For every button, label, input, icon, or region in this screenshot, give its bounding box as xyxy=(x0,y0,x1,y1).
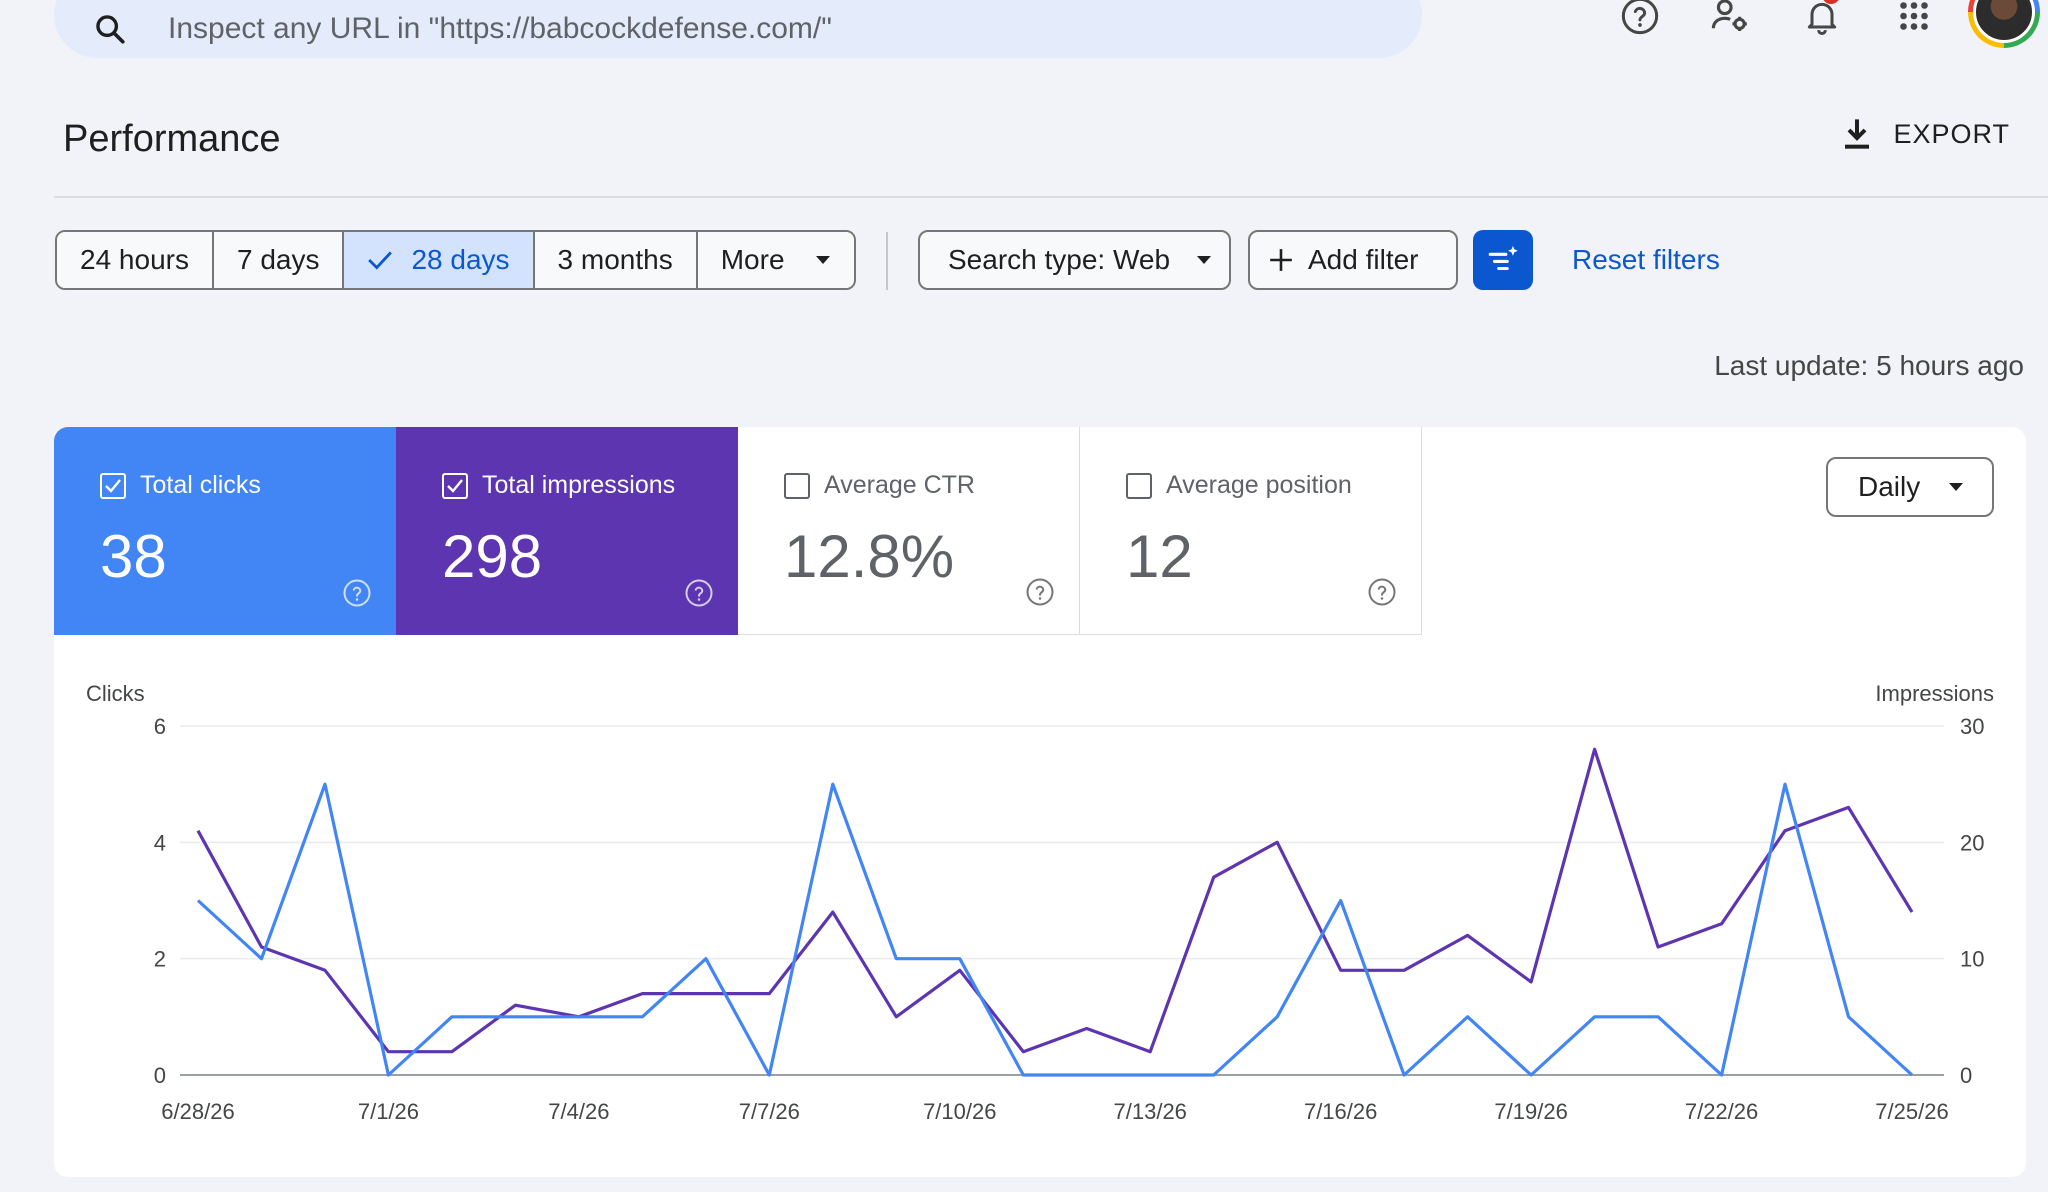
page-title: Performance xyxy=(63,118,281,160)
y-tick-label-left: 0 xyxy=(154,1063,166,1088)
metric-total-impressions[interactable]: Total impressions 298 xyxy=(396,427,738,635)
ai-filter-button[interactable] xyxy=(1473,230,1533,290)
x-tick-label: 7/4/26 xyxy=(548,1099,609,1124)
y-tick-label-left: 4 xyxy=(154,830,166,855)
caret-down-icon xyxy=(1949,483,1964,491)
metric-value: 12 xyxy=(1126,523,1193,590)
y-tick-label-right: 20 xyxy=(1960,830,1984,855)
x-tick-label: 7/10/26 xyxy=(923,1099,996,1124)
y-tick-label-left: 6 xyxy=(154,714,166,739)
search-icon[interactable] xyxy=(90,9,130,49)
check-icon xyxy=(368,251,393,270)
date-range-3-months[interactable]: 3 months xyxy=(534,232,698,288)
metric-total-clicks[interactable]: Total clicks 38 xyxy=(54,427,396,635)
header-divider xyxy=(54,196,2048,198)
series-line-clicks xyxy=(196,782,1914,1077)
download-icon xyxy=(1845,119,1870,149)
date-range-24-hours[interactable]: 24 hours xyxy=(57,232,214,288)
x-tick-label: 7/7/26 xyxy=(739,1099,800,1124)
y-tick-label-right: 10 xyxy=(1960,947,1984,972)
date-range-more[interactable]: More xyxy=(697,232,854,288)
date-range-selector: 24 hours 7 days 28 days 3 months More xyxy=(55,230,856,290)
metric-label: Average CTR xyxy=(824,471,975,499)
help-icon[interactable] xyxy=(342,578,372,613)
export-button[interactable]: EXPORT xyxy=(1841,116,2010,152)
help-icon[interactable] xyxy=(1616,0,1664,40)
metric-label: Total clicks xyxy=(140,471,261,499)
date-range-label: More xyxy=(720,244,785,275)
x-tick-label: 7/16/26 xyxy=(1304,1099,1377,1124)
date-range-label: 7 days xyxy=(236,244,320,275)
export-label: EXPORT xyxy=(1893,118,2010,149)
y-axis-left-label: Clicks xyxy=(86,681,145,706)
x-tick-label: 7/1/26 xyxy=(358,1099,419,1124)
checkbox-unchecked-icon[interactable] xyxy=(1126,472,1152,499)
performance-card: Total clicks 38 Total impressions 298 Av… xyxy=(54,427,2026,1177)
date-range-label: 24 hours xyxy=(80,244,189,275)
help-icon[interactable] xyxy=(1025,577,1055,612)
granularity-label: Daily xyxy=(1858,471,1921,502)
metric-value: 298 xyxy=(442,523,543,590)
y-axis-right-label: Impressions xyxy=(1875,681,1994,706)
account-avatar[interactable] xyxy=(1968,0,2040,48)
x-tick-label: 7/19/26 xyxy=(1494,1099,1567,1124)
url-inspection-bar[interactable] xyxy=(54,0,1422,58)
checkbox-unchecked-icon[interactable] xyxy=(784,472,810,499)
metric-label: Average position xyxy=(1166,471,1352,499)
x-tick-label: 7/22/26 xyxy=(1685,1099,1758,1124)
metric-label: Total impressions xyxy=(482,471,676,499)
x-tick-label: 6/28/26 xyxy=(161,1099,234,1124)
x-tick-label: 7/25/26 xyxy=(1875,1099,1948,1124)
metric-value: 38 xyxy=(100,523,167,590)
manage-users-icon[interactable] xyxy=(1706,0,1754,40)
series-line-impressions xyxy=(196,747,1914,1054)
y-tick-label-left: 2 xyxy=(154,947,166,972)
metric-average-position[interactable]: Average position 12 xyxy=(1080,427,1422,635)
notifications-icon[interactable] xyxy=(1798,0,1846,40)
checkbox-checked-icon[interactable] xyxy=(100,472,126,499)
sparkle-filter-icon xyxy=(1488,245,1518,271)
date-range-label: 28 days xyxy=(411,244,510,275)
add-filter-label: Add filter xyxy=(1308,244,1419,275)
caret-down-icon xyxy=(1197,256,1212,264)
date-range-7-days[interactable]: 7 days xyxy=(213,232,345,288)
last-update-text: Last update: 5 hours ago xyxy=(1714,350,2024,381)
performance-chart: Clicks Impressions 0 2 4 6 0 10 20 30 6/28/26 7/… xyxy=(86,681,1994,1124)
add-filter-button[interactable]: Add filter xyxy=(1248,230,1458,290)
caret-down-icon xyxy=(815,256,830,264)
search-type-dropdown[interactable]: Search type: Web xyxy=(918,230,1231,290)
y-tick-label-right: 30 xyxy=(1960,714,1984,739)
plus-icon xyxy=(1270,249,1292,271)
url-inspection-input[interactable] xyxy=(168,12,1268,46)
x-tick-label: 7/13/26 xyxy=(1114,1099,1187,1124)
date-range-28-days[interactable]: 28 days xyxy=(344,232,535,288)
metric-average-ctr[interactable]: Average CTR 12.8% xyxy=(738,427,1080,635)
checkbox-checked-icon[interactable] xyxy=(442,472,468,499)
filter-separator xyxy=(886,232,888,290)
help-icon[interactable] xyxy=(684,578,714,613)
date-range-label: 3 months xyxy=(557,244,673,275)
apps-icon[interactable] xyxy=(1890,0,1938,40)
y-tick-label-right: 0 xyxy=(1960,1063,1972,1088)
reset-filters-link[interactable]: Reset filters xyxy=(1572,244,1720,275)
metric-value: 12.8% xyxy=(784,523,955,590)
help-icon[interactable] xyxy=(1367,577,1397,612)
granularity-dropdown[interactable]: Daily xyxy=(1826,457,1994,517)
search-type-label: Search type: Web xyxy=(948,244,1171,275)
notification-badge xyxy=(1822,0,1840,4)
